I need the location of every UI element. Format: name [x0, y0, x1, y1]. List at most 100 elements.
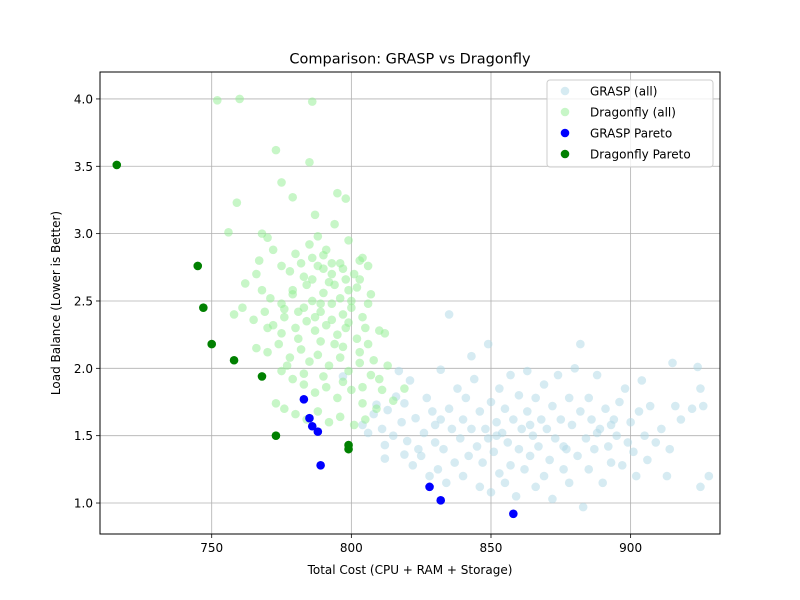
data-point [559, 465, 568, 474]
data-point [612, 431, 621, 440]
data-point [556, 415, 566, 424]
data-point [495, 469, 504, 478]
data-point [302, 280, 311, 290]
data-point [450, 458, 459, 467]
data-point [232, 198, 242, 207]
data-point [335, 293, 345, 303]
y-tick-label: 3.5 [74, 160, 93, 174]
data-point [369, 355, 378, 365]
data-point [280, 312, 289, 322]
data-point [344, 236, 353, 245]
data-point [310, 388, 320, 397]
data-point [235, 94, 244, 104]
data-point [458, 415, 468, 424]
x-tick-label: 800 [340, 541, 363, 555]
data-point [285, 353, 295, 362]
data-point [321, 320, 331, 330]
data-point [299, 369, 309, 379]
data-point [313, 232, 323, 241]
data-point [615, 397, 624, 407]
data-point [257, 372, 267, 381]
data-point [316, 299, 325, 308]
data-point [307, 97, 317, 106]
data-point [509, 415, 518, 424]
data-point [383, 361, 392, 370]
data-point [344, 318, 353, 327]
data-point [439, 444, 448, 454]
data-point [553, 370, 563, 380]
data-point [347, 385, 356, 395]
data-point [475, 482, 485, 492]
data-point [483, 434, 493, 443]
data-point [229, 310, 239, 319]
data-point [319, 250, 328, 260]
data-point [550, 434, 560, 443]
data-point [534, 442, 543, 451]
data-point [207, 339, 217, 349]
data-point [377, 385, 387, 395]
data-point [313, 407, 323, 416]
data-point [327, 299, 337, 308]
data-point [645, 401, 655, 411]
data-point [531, 482, 540, 492]
data-point [573, 451, 582, 461]
data-point [355, 347, 365, 357]
data-point [525, 420, 535, 430]
data-point [380, 440, 390, 450]
data-point [307, 253, 317, 263]
data-point [461, 393, 471, 403]
data-point [316, 461, 325, 470]
data-point [307, 421, 317, 431]
data-point [629, 447, 638, 457]
data-point [442, 478, 451, 488]
data-point [620, 384, 630, 393]
data-point [280, 304, 289, 314]
data-point [254, 256, 264, 265]
y-tick-label: 2.5 [74, 294, 93, 308]
data-point [528, 431, 538, 440]
data-point [249, 315, 258, 325]
data-point [696, 482, 705, 492]
data-point [584, 465, 594, 474]
data-point [344, 444, 353, 454]
x-tick-label: 750 [200, 541, 223, 555]
data-point [266, 293, 275, 303]
data-point [584, 393, 594, 403]
data-point [489, 447, 499, 457]
data-point [277, 366, 286, 376]
data-point [288, 192, 298, 202]
data-point [388, 396, 398, 405]
data-point [302, 316, 311, 326]
data-point [324, 417, 334, 427]
data-point [271, 399, 281, 408]
data-points [112, 94, 714, 519]
data-point [467, 424, 476, 434]
data-point [698, 401, 708, 411]
data-point [285, 267, 295, 276]
legend-box [546, 79, 714, 168]
legend-marker [560, 107, 570, 117]
data-point [500, 478, 510, 488]
data-point [282, 361, 292, 370]
data-point [400, 450, 409, 459]
x-axis-label: Total Cost (CPU + RAM + Storage) [307, 563, 513, 577]
data-point [388, 431, 398, 440]
data-point [467, 351, 476, 361]
legend: GRASP (all) Dragonfly (all) GRASP Pareto Dr… [546, 79, 714, 168]
data-point [522, 407, 532, 416]
data-point [542, 424, 552, 434]
data-point [397, 417, 406, 427]
axis-ticks: 750 800 850 900 1.0 1.5 2.0 2.5 3.0 3.5 4.0 [74, 92, 642, 555]
data-point [483, 339, 493, 349]
data-point [411, 413, 420, 423]
data-point [603, 442, 613, 451]
data-point [352, 334, 362, 343]
data-point [299, 272, 309, 282]
data-point [112, 160, 122, 170]
data-point [319, 372, 328, 381]
data-point [400, 384, 409, 393]
y-tick-label: 3.0 [74, 227, 93, 241]
legend-marker [560, 86, 570, 96]
data-point [539, 380, 549, 389]
